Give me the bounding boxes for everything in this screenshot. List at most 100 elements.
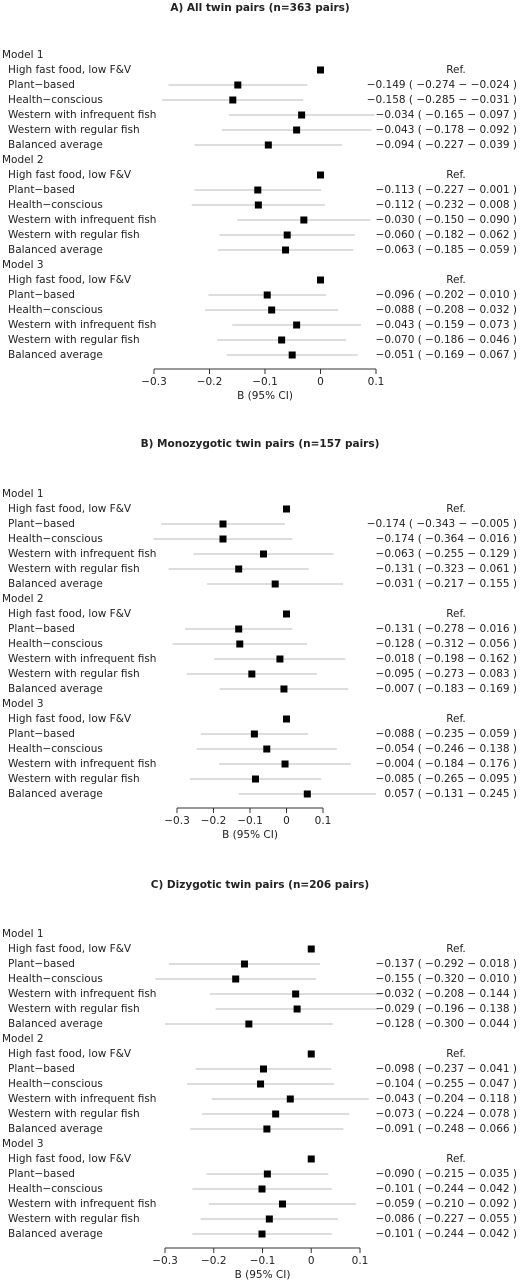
row-label: Western with regular fish — [8, 773, 140, 785]
row-label: Plant−based — [8, 958, 75, 970]
estimate-label: −0.128 ( −0.300 − 0.044 ) — [376, 1018, 517, 1030]
estimate-label: −0.059 ( −0.210 − 0.092 ) — [376, 1198, 517, 1210]
ref-label: Ref. — [446, 608, 466, 620]
estimate-marker — [283, 610, 290, 618]
group-label: Model 1 — [2, 928, 44, 940]
estimate-marker — [298, 111, 306, 119]
row-label: Health−conscious — [8, 199, 103, 211]
estimate-marker — [268, 306, 276, 314]
estimate-marker — [254, 201, 262, 209]
estimate-label: −0.018 ( −0.198 − 0.162 ) — [376, 653, 517, 665]
row-label: Balanced average — [8, 1123, 103, 1135]
estimate-label: −0.063 ( −0.255 − 0.129 ) — [376, 548, 517, 560]
row-label: Balanced average — [8, 788, 103, 800]
row-label: Plant−based — [8, 1168, 75, 1180]
estimate-label: −0.085 ( −0.265 − 0.095 ) — [376, 773, 517, 785]
x-tick-label: −0.3 — [164, 815, 190, 827]
estimate-label: −0.088 ( −0.208 − 0.032 ) — [376, 304, 517, 316]
x-tick-label: 0 — [308, 1255, 315, 1267]
row-label: Health−conscious — [8, 533, 103, 545]
x-tick-label: 0 — [317, 376, 324, 388]
row-label: High fast food, low F&V — [8, 608, 132, 620]
estimate-label: −0.043 ( −0.178 − 0.092 ) — [376, 124, 517, 136]
row-label: High fast food, low F&V — [8, 169, 132, 181]
x-axis-label: B (95% CI) — [222, 829, 278, 841]
group-label: Model 3 — [2, 1138, 44, 1150]
estimate-label: −0.029 ( −0.196 − 0.138 ) — [376, 1003, 517, 1015]
estimate-marker — [317, 171, 324, 179]
estimate-label: −0.043 ( −0.159 − 0.073 ) — [376, 319, 517, 331]
estimate-marker — [280, 685, 288, 693]
row-label: Western with infrequent fish — [8, 548, 156, 560]
ref-label: Ref. — [446, 1153, 466, 1165]
x-tick-label: −0.2 — [197, 376, 223, 388]
x-tick-label: 0.1 — [352, 1255, 369, 1267]
estimate-label: −0.090 ( −0.215 − 0.035 ) — [376, 1168, 517, 1180]
estimate-marker — [245, 1020, 253, 1028]
row-label: Plant−based — [8, 623, 75, 635]
estimate-marker — [303, 790, 311, 798]
row-label: Plant−based — [8, 728, 75, 740]
group-label: Model 1 — [2, 49, 44, 61]
estimate-marker — [259, 1065, 267, 1073]
estimate-marker — [293, 1005, 301, 1013]
estimate-marker — [278, 336, 286, 344]
estimate-marker — [307, 945, 315, 953]
x-tick-label: −0.3 — [141, 376, 167, 388]
estimate-label: −0.073 ( −0.224 − 0.078 ) — [376, 1108, 517, 1120]
estimate-marker — [293, 126, 301, 134]
estimate-label: −0.158 ( −0.285 − −0.031 ) — [367, 94, 517, 106]
x-axis-label: B (95% CI) — [235, 1269, 291, 1280]
row-label: Western with regular fish — [8, 334, 140, 346]
x-tick-label: 0.1 — [368, 376, 385, 388]
group-label: Model 3 — [2, 698, 44, 710]
group-label: Model 2 — [2, 593, 44, 605]
x-axis-label: B (95% CI) — [237, 390, 293, 402]
estimate-marker — [229, 96, 237, 104]
estimate-label: −0.091 ( −0.248 − 0.066 ) — [376, 1123, 517, 1135]
row-label: Health−conscious — [8, 1183, 103, 1195]
row-label: High fast food, low F&V — [8, 274, 132, 286]
x-tick-label: −0.3 — [152, 1255, 178, 1267]
row-label: Balanced average — [8, 349, 103, 361]
row-label: Western with regular fish — [8, 668, 140, 680]
row-label: High fast food, low F&V — [8, 713, 132, 725]
row-label: Western with regular fish — [8, 1003, 140, 1015]
estimate-marker — [250, 730, 258, 738]
estimate-label: −0.030 ( −0.150 − 0.090 ) — [376, 214, 517, 226]
estimate-marker — [236, 640, 244, 648]
estimate-marker — [283, 715, 290, 723]
estimate-marker — [251, 775, 259, 783]
estimate-label: −0.086 ( −0.227 − 0.055 ) — [376, 1213, 517, 1225]
estimate-label: −0.051 ( −0.169 − 0.067 ) — [376, 349, 517, 361]
estimate-marker — [283, 505, 290, 513]
estimate-marker — [276, 655, 284, 663]
row-label: Balanced average — [8, 1018, 103, 1030]
row-label: Health−conscious — [8, 94, 103, 106]
estimate-marker — [281, 760, 289, 768]
row-label: Health−conscious — [8, 1078, 103, 1090]
row-label: Health−conscious — [8, 304, 103, 316]
estimate-label: −0.060 ( −0.182 − 0.062 ) — [376, 229, 517, 241]
estimate-label: −0.043 ( −0.204 − 0.118 ) — [376, 1093, 517, 1105]
estimate-marker — [258, 1230, 266, 1238]
row-label: Health−conscious — [8, 973, 103, 985]
estimate-marker — [271, 580, 279, 588]
estimate-label: −0.174 ( −0.343 − −0.005 ) — [367, 518, 517, 530]
estimate-label: −0.096 ( −0.202 − 0.010 ) — [376, 289, 517, 301]
row-label: Balanced average — [8, 139, 103, 151]
ref-label: Ref. — [446, 943, 466, 955]
x-tick-label: −0.1 — [250, 1255, 276, 1267]
estimate-label: −0.098 ( −0.237 − 0.041 ) — [376, 1063, 517, 1075]
row-label: High fast food, low F&V — [8, 503, 132, 515]
estimate-label: −0.088 ( −0.235 − 0.059 ) — [376, 728, 517, 740]
estimate-marker — [254, 186, 262, 194]
estimate-marker — [260, 550, 268, 558]
estimate-marker — [283, 231, 291, 239]
row-label: Plant−based — [8, 518, 75, 530]
x-tick-label: 0 — [283, 815, 290, 827]
row-label: Plant−based — [8, 1063, 75, 1075]
estimate-label: −0.054 ( −0.246 − 0.138 ) — [376, 743, 517, 755]
estimate-marker — [272, 1110, 280, 1118]
